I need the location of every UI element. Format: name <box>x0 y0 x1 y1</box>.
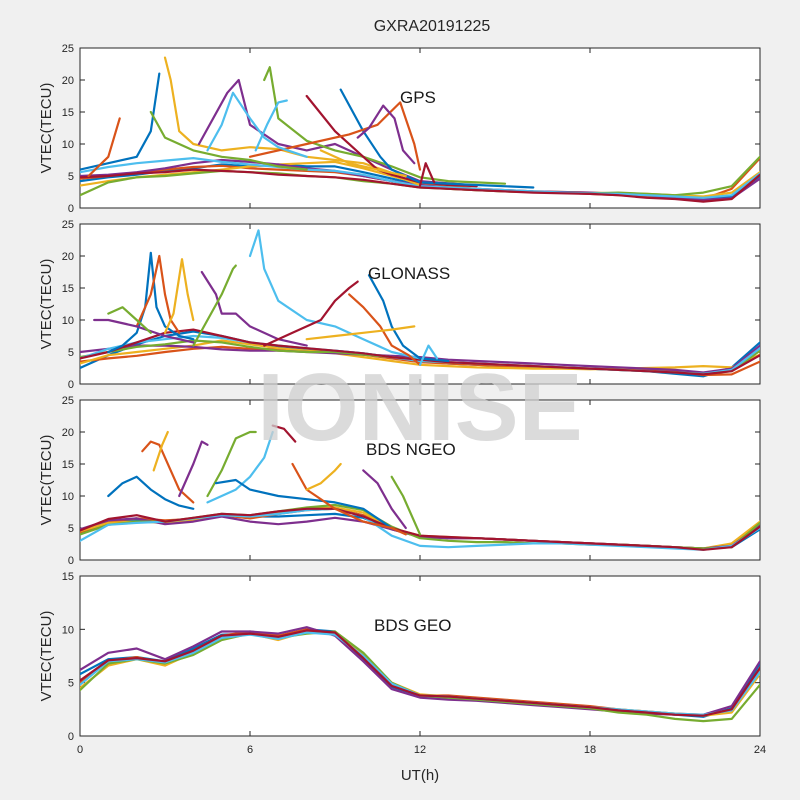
y-tick-label: 5 <box>68 171 74 183</box>
y-tick-label: 0 <box>68 555 74 567</box>
y-tick-label: 25 <box>62 395 74 407</box>
panel-3: 0 5 10 15 0 6 12 18 24 VTEC(TECU) BDS GEO <box>38 571 766 756</box>
series-line-8 <box>87 117 121 178</box>
series-line-6 <box>80 168 760 203</box>
y-tick-label: 5 <box>68 678 74 690</box>
series-line-13 <box>271 424 297 443</box>
series-line-18 <box>390 475 422 536</box>
series-line-20 <box>418 162 436 187</box>
series-line-11 <box>206 430 257 498</box>
series-line-16 <box>319 149 407 178</box>
y-tick-label: 20 <box>62 427 74 439</box>
series-group <box>80 626 760 723</box>
y-tick-label: 15 <box>62 571 74 583</box>
series-line-16 <box>305 462 342 491</box>
y-tick-label: 15 <box>62 459 74 471</box>
y-axis-label: VTEC(TECU) <box>38 259 55 350</box>
series-line-7 <box>107 475 195 510</box>
series-line-6 <box>80 328 760 376</box>
series-line-12 <box>248 229 422 360</box>
x-tick-label: 12 <box>414 744 426 756</box>
x-tick-label: 24 <box>754 744 766 756</box>
watermark: IONISE <box>257 354 582 461</box>
panel-2: 0 5 10 15 20 25 VTEC(TECU) BDS NGEO <box>38 395 761 567</box>
x-tick-label: 18 <box>584 744 596 756</box>
y-tick-label: 15 <box>62 107 74 119</box>
y-tick-label: 10 <box>62 139 74 151</box>
series-line-16 <box>305 325 416 341</box>
y-axis-label: VTEC(TECU) <box>38 83 55 174</box>
series-line-17 <box>356 104 416 165</box>
series-line-18 <box>107 306 152 334</box>
y-tick-label: 0 <box>68 731 74 743</box>
series-line-6 <box>80 629 760 717</box>
x-tick-label: 6 <box>247 744 253 756</box>
series-line-13 <box>263 280 359 347</box>
series-line-10 <box>178 440 209 498</box>
series-group <box>80 56 760 203</box>
y-tick-label: 5 <box>68 523 74 535</box>
y-tick-label: 5 <box>68 347 74 359</box>
series-line-9 <box>152 430 169 472</box>
y-tick-label: 20 <box>62 75 74 87</box>
x-axis-label: UT(h) <box>401 767 439 784</box>
series-line-19 <box>206 91 308 158</box>
y-tick-label: 10 <box>62 315 74 327</box>
series-group <box>80 229 760 378</box>
series-line-8 <box>135 254 181 334</box>
series-line-6 <box>80 507 760 551</box>
series-line-12 <box>254 99 288 152</box>
series-line-19 <box>418 344 439 366</box>
series-line-17 <box>362 469 407 530</box>
series-line-17 <box>93 318 195 344</box>
series-group <box>80 424 760 551</box>
y-tick-label: 0 <box>68 379 74 391</box>
series-line-14 <box>339 88 535 189</box>
series-line-15 <box>348 293 422 366</box>
panel-1: 0 5 10 15 20 25 VTEC(TECU) GLONASS <box>38 219 761 391</box>
y-tick-label: 25 <box>62 219 74 231</box>
y-tick-label: 25 <box>62 43 74 55</box>
y-tick-label: 10 <box>62 624 74 636</box>
y-tick-label: 20 <box>62 251 74 263</box>
series-line-11 <box>192 264 237 347</box>
panels-group: 0 5 10 15 20 25 VTEC(TECU) GPS 0 5 10 15 20 25 VTEC(TE… <box>38 43 766 756</box>
panel-label: BDS GEO <box>374 616 451 635</box>
series-line-9 <box>163 258 195 334</box>
x-tick-label: 0 <box>77 744 83 756</box>
panel-label: BDS NGEO <box>366 440 456 459</box>
panel-label: GLONASS <box>368 264 450 283</box>
series-line-7 <box>107 251 195 354</box>
y-axis-label: VTEC(TECU) <box>38 611 55 702</box>
figure-title: GXRA20191225 <box>374 18 491 35</box>
y-tick-label: 0 <box>68 203 74 215</box>
y-tick-label: 10 <box>62 491 74 503</box>
series-line-12 <box>206 430 274 504</box>
y-tick-label: 15 <box>62 283 74 295</box>
series-line-15 <box>291 462 407 536</box>
series-line-14 <box>214 478 393 530</box>
series-line-14 <box>367 274 450 363</box>
panel-0: 0 5 10 15 20 25 VTEC(TECU) GPS <box>38 43 761 215</box>
y-axis-label: VTEC(TECU) <box>38 435 55 526</box>
panel-label: GPS <box>400 88 436 107</box>
series-line-18 <box>149 110 308 171</box>
series-line-15 <box>248 101 422 171</box>
